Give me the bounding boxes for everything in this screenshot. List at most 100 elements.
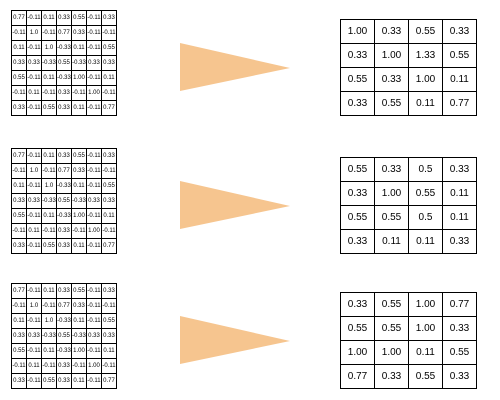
matrix-cell: 0.11 — [41, 70, 57, 86]
matrix-cell: 0.11 — [101, 208, 117, 224]
matrix-cell: -0.11 — [86, 373, 102, 389]
output-matrix: 1.00 0.33 0.55 0.33 0.33 1.00 1.33 0.55 0.55 0.33… — [340, 19, 477, 116]
matrix-cell: 0.55 — [340, 316, 375, 341]
matrix-row: 0.11 -0.11 1.0 -0.33 0.11 -0.11 0.55 — [11, 40, 117, 56]
matrix-cell: 0.33 — [340, 43, 375, 68]
matrix-row: -0.11 0.11 -0.11 0.33 -0.11 1.00 -0.11 — [11, 223, 117, 239]
matrix-cell: 0.55 — [41, 238, 57, 254]
matrix-cell: 0.33 — [11, 238, 27, 254]
matrix-cell: 0.33 — [374, 157, 409, 182]
matrix-cell: 0.33 — [56, 373, 72, 389]
matrix-cell: 0.77 — [56, 163, 72, 179]
matrix-cell: 0.33 — [340, 229, 375, 254]
matrix-cell: 1.00 — [340, 340, 375, 365]
matrix-cell: 0.33 — [56, 238, 72, 254]
matrix-cell: 0.11 — [442, 67, 477, 92]
matrix-cell: 0.33 — [101, 148, 117, 164]
matrix-cell: 0.33 — [56, 283, 72, 299]
matrix-cell: -0.11 — [41, 25, 57, 41]
matrix-cell: -0.11 — [11, 223, 27, 239]
matrix-cell: 0.55 — [101, 178, 117, 194]
matrix-cell: 0.55 — [408, 181, 443, 206]
matrix-row: 0.77 -0.11 0.11 0.33 0.55 -0.11 0.33 — [11, 10, 117, 26]
matrix-cell: 0.33 — [11, 55, 27, 71]
matrix-cell: -0.11 — [86, 283, 102, 299]
matrix-cell: 0.33 — [56, 223, 72, 239]
matrix-cell: -0.11 — [26, 40, 42, 56]
matrix-cell: 0.33 — [26, 55, 42, 71]
matrix-cell: 0.33 — [56, 358, 72, 374]
matrix-cell: -0.33 — [71, 55, 87, 71]
matrix-cell: 0.33 — [340, 292, 375, 317]
matrix-cell: 0.11 — [374, 229, 409, 254]
matrix-cell: 0.77 — [101, 373, 117, 389]
matrix-cell: -0.11 — [86, 313, 102, 329]
matrix-row: -0.11 0.11 -0.11 0.33 -0.11 1.00 -0.11 — [11, 358, 117, 374]
matrix-cell: 0.11 — [71, 313, 87, 329]
matrix-cell: 0.33 — [86, 328, 102, 344]
matrix-cell: 0.11 — [71, 100, 87, 116]
matrix-cell: 1.00 — [374, 43, 409, 68]
matrix-cell: -0.11 — [71, 358, 87, 374]
matrix-cell: -0.11 — [26, 283, 42, 299]
matrix-cell: -0.11 — [101, 25, 117, 41]
matrix-cell: 0.55 — [71, 10, 87, 26]
matrix-row: 0.77 0.33 0.55 0.33 — [340, 364, 477, 389]
matrix-cell: -0.11 — [86, 70, 102, 86]
matrix-row: 0.33 1.00 1.33 0.55 — [340, 43, 477, 68]
matrix-cell: 0.11 — [41, 10, 57, 26]
matrix-cell: 0.33 — [374, 67, 409, 92]
matrix-cell: 0.33 — [56, 100, 72, 116]
matrix-cell: 0.77 — [340, 364, 375, 389]
matrix-cell: 0.33 — [26, 328, 42, 344]
matrix-cell: 0.55 — [11, 208, 27, 224]
matrix-cell: -0.11 — [11, 25, 27, 41]
matrix-cell: -0.33 — [71, 328, 87, 344]
matrix-cell: 0.55 — [442, 340, 477, 365]
matrix-cell: 0.55 — [374, 292, 409, 317]
matrix-cell: 1.00 — [86, 85, 102, 101]
matrix-cell: 0.55 — [374, 91, 409, 116]
matrix-cell: 0.55 — [56, 193, 72, 209]
matrix-cell: 0.55 — [71, 148, 87, 164]
matrix-cell: 0.77 — [442, 91, 477, 116]
arrow-icon — [180, 43, 290, 91]
matrix-cell: 0.33 — [101, 328, 117, 344]
matrix-cell: -0.11 — [41, 163, 57, 179]
matrix-cell: 0.77 — [101, 100, 117, 116]
matrix-cell: 0.55 — [11, 70, 27, 86]
matrix-cell: 0.55 — [340, 67, 375, 92]
matrix-cell: -0.11 — [101, 163, 117, 179]
matrix-cell: -0.11 — [41, 85, 57, 101]
arrow-icon — [180, 181, 290, 229]
matrix-cell: -0.11 — [11, 358, 27, 374]
matrix-row: 0.33 -0.11 0.55 0.33 0.11 -0.11 0.77 — [11, 238, 117, 254]
input-matrix: 0.77 -0.11 0.11 0.33 0.55 -0.11 0.33 -0.11 1.0 -0… — [11, 10, 117, 116]
matrix-cell: -0.33 — [56, 40, 72, 56]
matrix-cell: 0.55 — [41, 373, 57, 389]
matrix-row: 0.55 0.33 1.00 0.11 — [340, 67, 477, 92]
matrix-row: 0.33 0.55 0.11 0.77 — [340, 91, 477, 116]
arrow-shape — [180, 316, 290, 364]
matrix-cell: -0.11 — [101, 358, 117, 374]
matrix-row: 0.33 0.33 -0.33 0.55 -0.33 0.33 0.33 — [11, 193, 117, 209]
matrix-cell: 1.0 — [26, 25, 42, 41]
matrix-cell: 0.77 — [11, 283, 27, 299]
matrix-row: 0.33 -0.11 0.55 0.33 0.11 -0.11 0.77 — [11, 373, 117, 389]
matrix-cell: -0.33 — [56, 343, 72, 359]
matrix-cell: 0.11 — [442, 205, 477, 230]
matrix-cell: -0.11 — [86, 148, 102, 164]
matrix-row: -0.11 1.0 -0.11 0.77 0.33 -0.11 -0.11 — [11, 298, 117, 314]
matrix-cell: 0.55 — [340, 205, 375, 230]
matrix-row: 0.55 0.55 1.00 0.33 — [340, 316, 477, 341]
matrix-cell: 0.33 — [442, 229, 477, 254]
matrix-cell: 0.33 — [442, 364, 477, 389]
matrix-cell: 1.0 — [26, 163, 42, 179]
matrix-row: 0.33 0.55 1.00 0.77 — [340, 292, 477, 317]
matrix-cell: -0.11 — [86, 343, 102, 359]
matrix-row: 0.77 -0.11 0.11 0.33 0.55 -0.11 0.33 — [11, 148, 117, 164]
matrix-cell: 0.11 — [41, 148, 57, 164]
matrix-cell: -0.11 — [11, 298, 27, 314]
matrix-cell: 0.33 — [56, 148, 72, 164]
matrix-cell: 0.55 — [101, 40, 117, 56]
